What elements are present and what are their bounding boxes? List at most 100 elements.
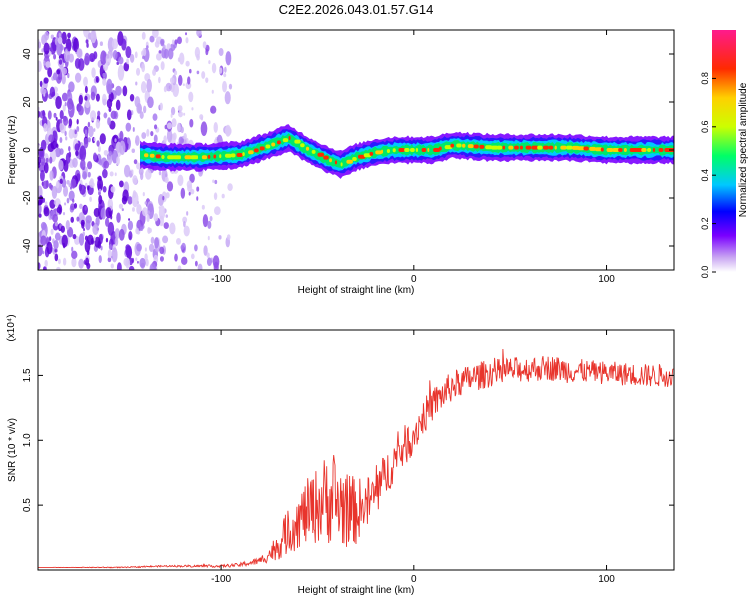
spectrogram-noise-cell bbox=[85, 219, 91, 231]
spectrogram-noise-cell bbox=[64, 202, 67, 206]
spectrogram-ridge-core bbox=[155, 154, 161, 159]
spectrogram-noise-cell bbox=[65, 136, 68, 141]
spectrogram-noise-cell bbox=[146, 214, 150, 222]
spectrogram-noise-cell bbox=[59, 118, 63, 124]
spectrogram-noise-cell bbox=[107, 257, 112, 263]
spectrogram-noise-cell bbox=[160, 38, 165, 45]
spectrogram-noise-cell bbox=[48, 182, 52, 189]
spectrogram-noise-cell bbox=[97, 145, 101, 153]
spectrogram-noise-cell bbox=[85, 100, 90, 109]
spectrogram-noise-cell bbox=[103, 112, 108, 119]
spectrogram-ridge-core bbox=[485, 145, 493, 150]
snr-x-label: Height of straight line (km) bbox=[298, 585, 415, 596]
spectrogram-noise-cell bbox=[221, 193, 225, 199]
spectrogram-ridge-core bbox=[236, 153, 243, 158]
spectrogram-noise-cell bbox=[118, 203, 124, 209]
spectrogram-cells bbox=[38, 30, 674, 270]
spectrogram-noise-cell bbox=[224, 66, 227, 73]
spectrogram-noise-cell bbox=[228, 83, 233, 90]
spectrogram-ridge-core bbox=[618, 148, 623, 152]
spectrogram-noise-cell bbox=[49, 156, 53, 164]
spectrogram-noise-cell bbox=[53, 53, 57, 60]
spectrogram-noise-cell bbox=[158, 50, 162, 54]
spectrogram-noise-cell bbox=[129, 53, 135, 63]
spectrogram-ridge-core bbox=[230, 153, 236, 158]
spectrogram-noise-cell bbox=[178, 52, 185, 65]
spectrogram-noise-cell bbox=[105, 53, 112, 65]
spectrogram-noise-cell bbox=[194, 244, 198, 252]
spectrogram-noise-cell bbox=[146, 128, 150, 137]
spectrogram-noise-cell bbox=[205, 77, 209, 83]
spectrogram-noise-cell bbox=[211, 89, 214, 94]
spectrogram-noise-cell bbox=[46, 241, 53, 255]
spectrogram-noise-cell bbox=[218, 235, 222, 240]
snr-y-ticks: 0.5 1.0 1.5 bbox=[22, 368, 674, 512]
spectrogram-noise-cell bbox=[111, 38, 119, 50]
spectrogram-noise-cell bbox=[54, 147, 62, 158]
spectrogram-noise-cell bbox=[127, 220, 134, 231]
spectrogram-noise-cell bbox=[91, 67, 96, 78]
spectrogram-panel: -100 0 100 -40 -20 0 20 40 Height of straight … bbox=[7, 29, 675, 296]
spectrogram-noise-cell bbox=[53, 239, 59, 250]
spectrogram-ridge-core bbox=[623, 148, 627, 152]
spectrogram-noise-cell bbox=[112, 49, 118, 60]
spectrogram-noise-cell bbox=[40, 139, 47, 151]
spectrogram-noise-cell bbox=[103, 149, 109, 156]
spectrogram-noise-cell bbox=[77, 105, 84, 116]
spectrogram-noise-cell bbox=[95, 77, 99, 83]
spectrogram-noise-cell bbox=[155, 53, 162, 61]
spectrogram-noise-cell bbox=[111, 247, 118, 263]
spectrogram-noise-cell bbox=[222, 80, 227, 93]
spectrogram-ridge-core bbox=[606, 148, 614, 152]
spectrogram-noise-cell bbox=[139, 111, 144, 119]
spectrogram-ridge-core bbox=[149, 153, 155, 158]
spectrogram-noise-cell bbox=[74, 129, 77, 135]
spectrogram-noise-cell bbox=[86, 185, 90, 191]
spectrogram-noise-cell bbox=[118, 229, 125, 241]
spectrogram-noise-cell bbox=[87, 234, 94, 246]
spectrogram-noise-cell bbox=[110, 186, 116, 193]
spectrogram-noise-cell bbox=[159, 246, 165, 255]
spectrogram-noise-cell bbox=[84, 129, 88, 135]
spectrogram-ridge-core bbox=[462, 143, 466, 148]
y-tick-label: 40 bbox=[22, 48, 33, 60]
spectrogram-noise-cell bbox=[128, 265, 135, 270]
spectrogram-noise-cell bbox=[66, 180, 70, 185]
spectrogram-noise-cell bbox=[125, 122, 132, 132]
spectrogram-noise-cell bbox=[206, 257, 212, 267]
spectrogram-noise-cell bbox=[181, 256, 188, 266]
spectrogram-noise-cell bbox=[224, 91, 231, 105]
snr-series-layer bbox=[38, 348, 674, 569]
spectrogram-noise-cell bbox=[87, 137, 91, 143]
spectrogram-noise-cell bbox=[142, 192, 145, 197]
spectrogram-noise-cell bbox=[142, 47, 147, 57]
spectrogram-noise-cell bbox=[127, 196, 133, 205]
spectrogram-noise-cell bbox=[185, 37, 189, 44]
snr-frame bbox=[37, 329, 675, 571]
spectrogram-ridge-core bbox=[305, 146, 310, 151]
spectrogram-noise-cell bbox=[79, 184, 86, 195]
spectrogram-noise-cell bbox=[122, 189, 129, 202]
spectrogram-noise-cell bbox=[109, 171, 114, 177]
spectrogram-ridge-core bbox=[398, 148, 405, 152]
spectrogram-noise-cell bbox=[97, 178, 104, 192]
spectrogram-noise-cell bbox=[196, 30, 202, 37]
spectrogram-noise-cell bbox=[38, 110, 41, 118]
spectrogram-noise-cell bbox=[103, 160, 110, 169]
spectrogram-ridge-core bbox=[172, 155, 181, 160]
spectrogram-noise-cell bbox=[83, 227, 86, 232]
spectrogram-noise-cell bbox=[68, 146, 71, 152]
spectrogram-noise-cell bbox=[100, 207, 107, 220]
spectrogram-ridge-core bbox=[196, 155, 199, 160]
spectrogram-noise-cell bbox=[102, 72, 106, 78]
spectrogram-noise-cell bbox=[55, 116, 58, 121]
spectrogram-noise-cell bbox=[219, 67, 223, 74]
spectrogram-noise-cell bbox=[201, 71, 206, 79]
spectrogram-noise-cell bbox=[59, 110, 64, 120]
snr-series-line bbox=[38, 348, 674, 569]
spectrogram-noise-cell bbox=[123, 62, 130, 72]
y-tick-label: 0.5 bbox=[22, 498, 33, 512]
spectrogram-ridge-core bbox=[167, 155, 175, 160]
spectrogram-noise-cell bbox=[171, 39, 175, 45]
